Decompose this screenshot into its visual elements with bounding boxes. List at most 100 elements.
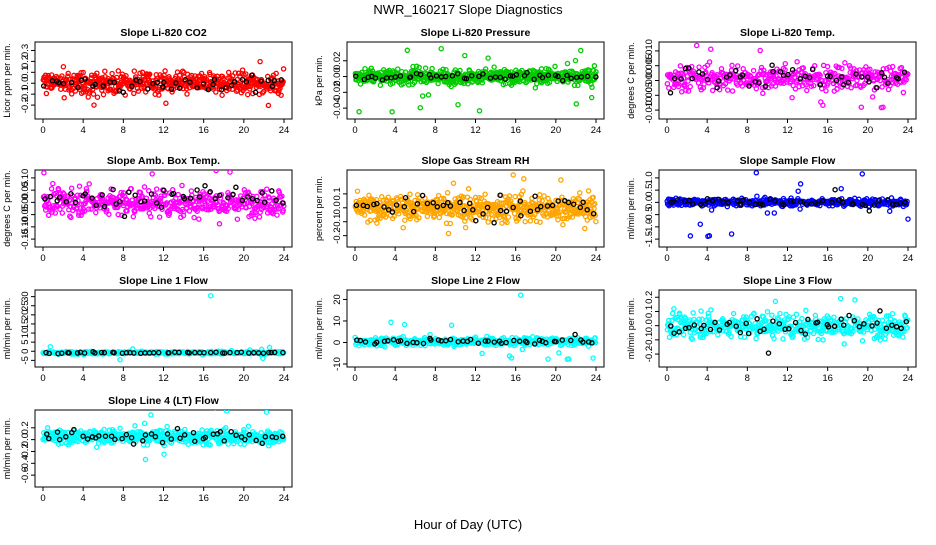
- data-point: [711, 88, 715, 92]
- data-point: [839, 297, 843, 301]
- x-tick-label: 20: [551, 373, 562, 384]
- data-point: [773, 299, 777, 303]
- data-point: [492, 65, 496, 69]
- outlier-point: [209, 294, 213, 298]
- data-point: [421, 94, 425, 98]
- data-point: [451, 181, 455, 185]
- data-point: [840, 66, 844, 70]
- data-point: [363, 67, 367, 71]
- x-tick-label: 0: [352, 125, 357, 136]
- data-point: [832, 315, 836, 319]
- y-tick-label: 0.0: [644, 196, 655, 209]
- data-point: [702, 82, 706, 86]
- data-point: [77, 184, 81, 188]
- data-point: [565, 61, 569, 65]
- y-tick-label: 0.2: [644, 291, 655, 304]
- x-tick-label: 24: [903, 253, 914, 264]
- data-point: [709, 47, 713, 51]
- reference-point: [468, 201, 472, 205]
- x-tick-label: 16: [510, 125, 521, 136]
- x-tick-label: 12: [782, 373, 793, 384]
- data-point: [594, 220, 598, 224]
- data-points: [665, 171, 910, 239]
- data-point: [901, 90, 905, 94]
- reference-point: [206, 88, 210, 92]
- data-point: [467, 187, 471, 191]
- x-tick-label: 12: [470, 253, 481, 264]
- reference-point: [728, 73, 732, 77]
- data-point: [574, 102, 578, 106]
- data-point: [246, 93, 250, 97]
- data-point: [486, 220, 490, 224]
- data-point: [590, 85, 594, 89]
- data-point: [51, 182, 55, 186]
- data-point: [150, 172, 154, 176]
- x-tick-label: 16: [822, 125, 833, 136]
- outlier-point: [519, 293, 523, 297]
- reference-point: [458, 200, 462, 204]
- x-tick-label: 24: [279, 373, 290, 384]
- data-point: [697, 65, 701, 69]
- data-point: [528, 219, 532, 223]
- data-point: [109, 87, 113, 91]
- reference-point: [573, 332, 577, 336]
- data-point: [859, 105, 863, 109]
- data-points: [665, 43, 910, 109]
- data-point: [408, 192, 412, 196]
- data-point: [177, 73, 181, 77]
- data-point: [688, 234, 692, 238]
- data-point: [723, 82, 727, 86]
- figure-title: NWR_160217 Slope Diagnostics: [0, 2, 936, 17]
- data-point: [176, 193, 180, 197]
- reference-point: [764, 84, 768, 88]
- x-tick-label: 4: [705, 373, 710, 384]
- reference-point: [791, 68, 795, 72]
- y-axis-label: ml/min per min.: [626, 298, 636, 360]
- data-points: [353, 173, 598, 236]
- x-tick-label: 24: [903, 373, 914, 384]
- data-point: [389, 320, 393, 324]
- data-point: [92, 103, 96, 107]
- x-tick-label: 0: [664, 125, 669, 136]
- y-tick-label: -0.1: [644, 332, 655, 348]
- reference-point: [474, 219, 478, 223]
- panel-frame: [347, 290, 604, 367]
- x-tick-label: 8: [433, 125, 438, 136]
- x-tick-label: 4: [393, 125, 398, 136]
- data-point: [772, 211, 776, 215]
- data-point: [671, 311, 675, 315]
- data-point: [258, 60, 262, 64]
- x-tick-label: 24: [279, 253, 290, 264]
- y-tick-label: 0: [20, 349, 31, 354]
- data-point: [860, 339, 864, 343]
- reference-point: [734, 69, 738, 73]
- data-point: [180, 183, 184, 187]
- x-tick-label: 12: [158, 373, 169, 384]
- x-tick-label: 0: [664, 253, 669, 264]
- data-point: [162, 73, 166, 77]
- data-point: [450, 323, 454, 327]
- x-tick-label: 16: [510, 253, 521, 264]
- data-point: [477, 109, 481, 113]
- data-point: [282, 67, 286, 71]
- data-point: [754, 171, 758, 175]
- data-points: [41, 169, 286, 226]
- reference-point: [133, 193, 137, 197]
- x-tick-label: 24: [591, 373, 602, 384]
- x-tick-label: 12: [782, 125, 793, 136]
- data-point: [275, 213, 279, 217]
- data-point: [185, 92, 189, 96]
- data-point: [66, 71, 70, 75]
- data-point: [267, 345, 271, 349]
- y-tick-label: 0.3: [20, 44, 31, 57]
- y-tick-label: 0.010: [644, 39, 655, 63]
- data-point: [726, 88, 730, 92]
- data-point: [878, 338, 882, 342]
- panel-title: Slope Line 1 Flow: [119, 275, 209, 287]
- data-point: [583, 226, 587, 230]
